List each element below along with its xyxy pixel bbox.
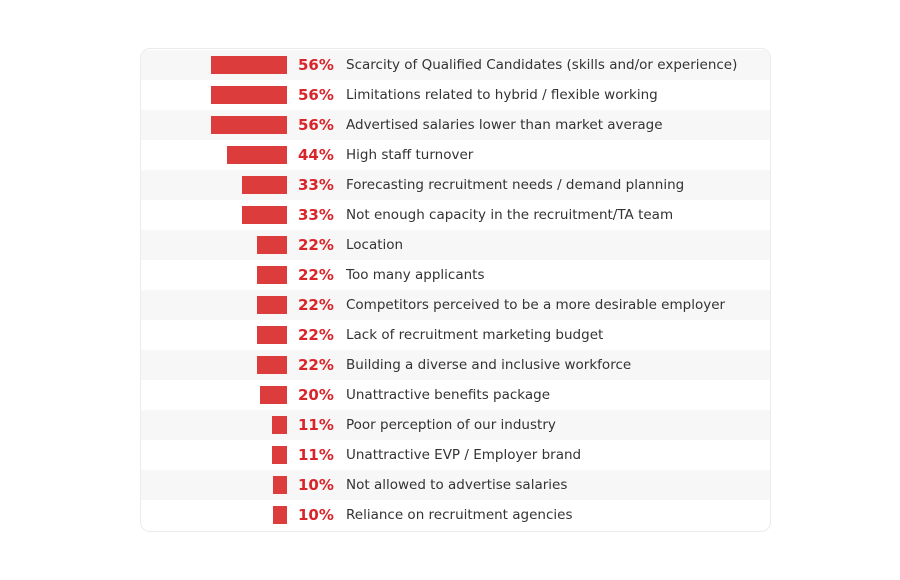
- value-label: 10%: [298, 506, 334, 524]
- value-label: 33%: [298, 206, 334, 224]
- bar: [273, 476, 287, 494]
- chart-row: 20% Unattractive benefits package: [141, 380, 770, 410]
- chart-row: 33% Forecasting recruitment needs / deman…: [141, 170, 770, 200]
- category-label: Building a diverse and inclusive workfor…: [346, 357, 632, 373]
- bar: [272, 446, 287, 464]
- bar: [257, 266, 287, 284]
- bar: [242, 176, 287, 194]
- value-label: 10%: [298, 476, 334, 494]
- chart-row: 33% Not enough capacity in the recruitmen…: [141, 200, 770, 230]
- category-label: Unattractive benefits package: [346, 387, 551, 403]
- value-label: 11%: [298, 446, 334, 464]
- category-label: Not enough capacity in the recruitment/T…: [346, 207, 674, 223]
- bar: [257, 296, 287, 314]
- chart-row: 44% High staff turnover: [141, 140, 770, 170]
- value-label: 22%: [298, 236, 334, 254]
- bar: [242, 206, 287, 224]
- value-label: 56%: [298, 56, 334, 74]
- category-label: Reliance on recruitment agencies: [346, 507, 573, 523]
- category-label: Forecasting recruitment needs / demand p…: [346, 177, 685, 193]
- value-label: 33%: [298, 176, 334, 194]
- chart-card: 56% Scarcity of Qualified Candidates (ski…: [140, 48, 771, 532]
- value-label: 22%: [298, 356, 334, 374]
- value-label: 44%: [298, 146, 334, 164]
- category-label: Location: [346, 237, 404, 253]
- category-label: Competitors perceived to be a more desir…: [346, 297, 726, 313]
- bar: [211, 56, 287, 74]
- chart-row: 10% Not allowed to advertise salaries: [141, 470, 770, 500]
- value-label: 11%: [298, 416, 334, 434]
- chart-row: 56% Advertised salaries lower than market…: [141, 110, 770, 140]
- chart-row: 22% Location: [141, 230, 770, 260]
- chart-row: 22% Competitors perceived to be a more de…: [141, 290, 770, 320]
- category-label: Advertised salaries lower than market av…: [346, 117, 663, 133]
- value-label: 22%: [298, 266, 334, 284]
- category-label: High staff turnover: [346, 147, 474, 163]
- bar: [273, 506, 287, 524]
- category-label: Poor perception of our industry: [346, 417, 556, 433]
- value-label: 56%: [298, 116, 334, 134]
- bar: [257, 326, 287, 344]
- bar: [259, 386, 287, 404]
- bar: [257, 356, 287, 374]
- category-label: Lack of recruitment marketing budget: [346, 327, 604, 343]
- value-label: 22%: [298, 296, 334, 314]
- value-label: 20%: [298, 386, 334, 404]
- bar: [211, 116, 287, 134]
- bar: [272, 416, 287, 434]
- category-label: Scarcity of Qualified Candidates (skills…: [346, 57, 738, 73]
- chart-row: 22% Lack of recruitment marketing budget: [141, 320, 770, 350]
- chart-row: 22% Building a diverse and inclusive work…: [141, 350, 770, 380]
- chart-row: 22% Too many applicants: [141, 260, 770, 290]
- category-label: Not allowed to advertise salaries: [346, 477, 568, 493]
- chart-row: 56% Scarcity of Qualified Candidates (ski…: [141, 50, 770, 80]
- bar: [257, 236, 287, 254]
- chart-row: 56% Limitations related to hybrid / flexi…: [141, 80, 770, 110]
- bar: [211, 86, 287, 104]
- chart-row: 11% Unattractive EVP / Employer brand: [141, 440, 770, 470]
- chart-row: 11% Poor perception of our industry: [141, 410, 770, 440]
- bar: [227, 146, 287, 164]
- value-label: 22%: [298, 326, 334, 344]
- chart-row: 10% Reliance on recruitment agencies: [141, 500, 770, 530]
- category-label: Too many applicants: [346, 267, 485, 283]
- value-label: 56%: [298, 86, 334, 104]
- category-label: Limitations related to hybrid / flexible…: [346, 87, 658, 103]
- category-label: Unattractive EVP / Employer brand: [346, 447, 582, 463]
